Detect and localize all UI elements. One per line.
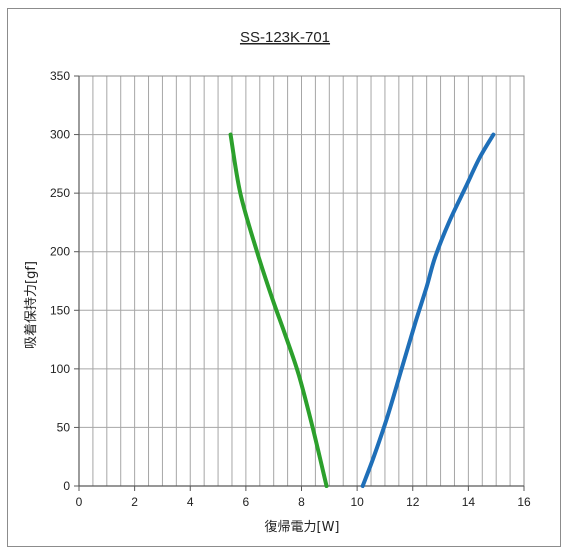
y-tick-label: 50 bbox=[57, 420, 71, 434]
x-tick-label: 8 bbox=[298, 495, 305, 509]
x-tick-label: 0 bbox=[76, 495, 83, 509]
y-axis-label: 吸着保持力[gf] bbox=[23, 261, 39, 349]
x-axis-label: 復帰電力[W] bbox=[265, 519, 340, 535]
y-tick-label: 100 bbox=[50, 362, 70, 376]
y-tick-label: 300 bbox=[50, 128, 70, 142]
chart-svg: SS-123K-701 0 2 4 6 8 10 12 14 16 0 50 100 150 200 250… bbox=[23, 29, 531, 535]
series-line-2 bbox=[360, 132, 496, 488]
x-tick-label: 12 bbox=[406, 495, 420, 509]
x-tick-label: 10 bbox=[350, 495, 364, 509]
y-tick-label: 200 bbox=[50, 245, 70, 259]
y-tick-label: 0 bbox=[63, 479, 70, 493]
x-tick-label: 6 bbox=[243, 495, 250, 509]
y-tick-label: 250 bbox=[50, 186, 70, 200]
y-tick-label: 150 bbox=[50, 303, 70, 317]
chart-frame: SS-123K-701 0 2 4 6 8 10 12 14 16 0 50 100 150 200 250… bbox=[7, 8, 561, 547]
chart-title: SS-123K-701 bbox=[240, 29, 330, 46]
x-tick-label: 14 bbox=[462, 495, 476, 509]
plot-area: 0 2 4 6 8 10 12 14 16 0 50 100 150 200 250 300 350 bbox=[50, 69, 531, 509]
x-tick-label: 4 bbox=[187, 495, 194, 509]
x-tick-label: 2 bbox=[131, 495, 138, 509]
y-tick-label: 350 bbox=[50, 69, 70, 83]
x-tick-label: 16 bbox=[517, 495, 531, 509]
series-line-1 bbox=[228, 132, 329, 488]
